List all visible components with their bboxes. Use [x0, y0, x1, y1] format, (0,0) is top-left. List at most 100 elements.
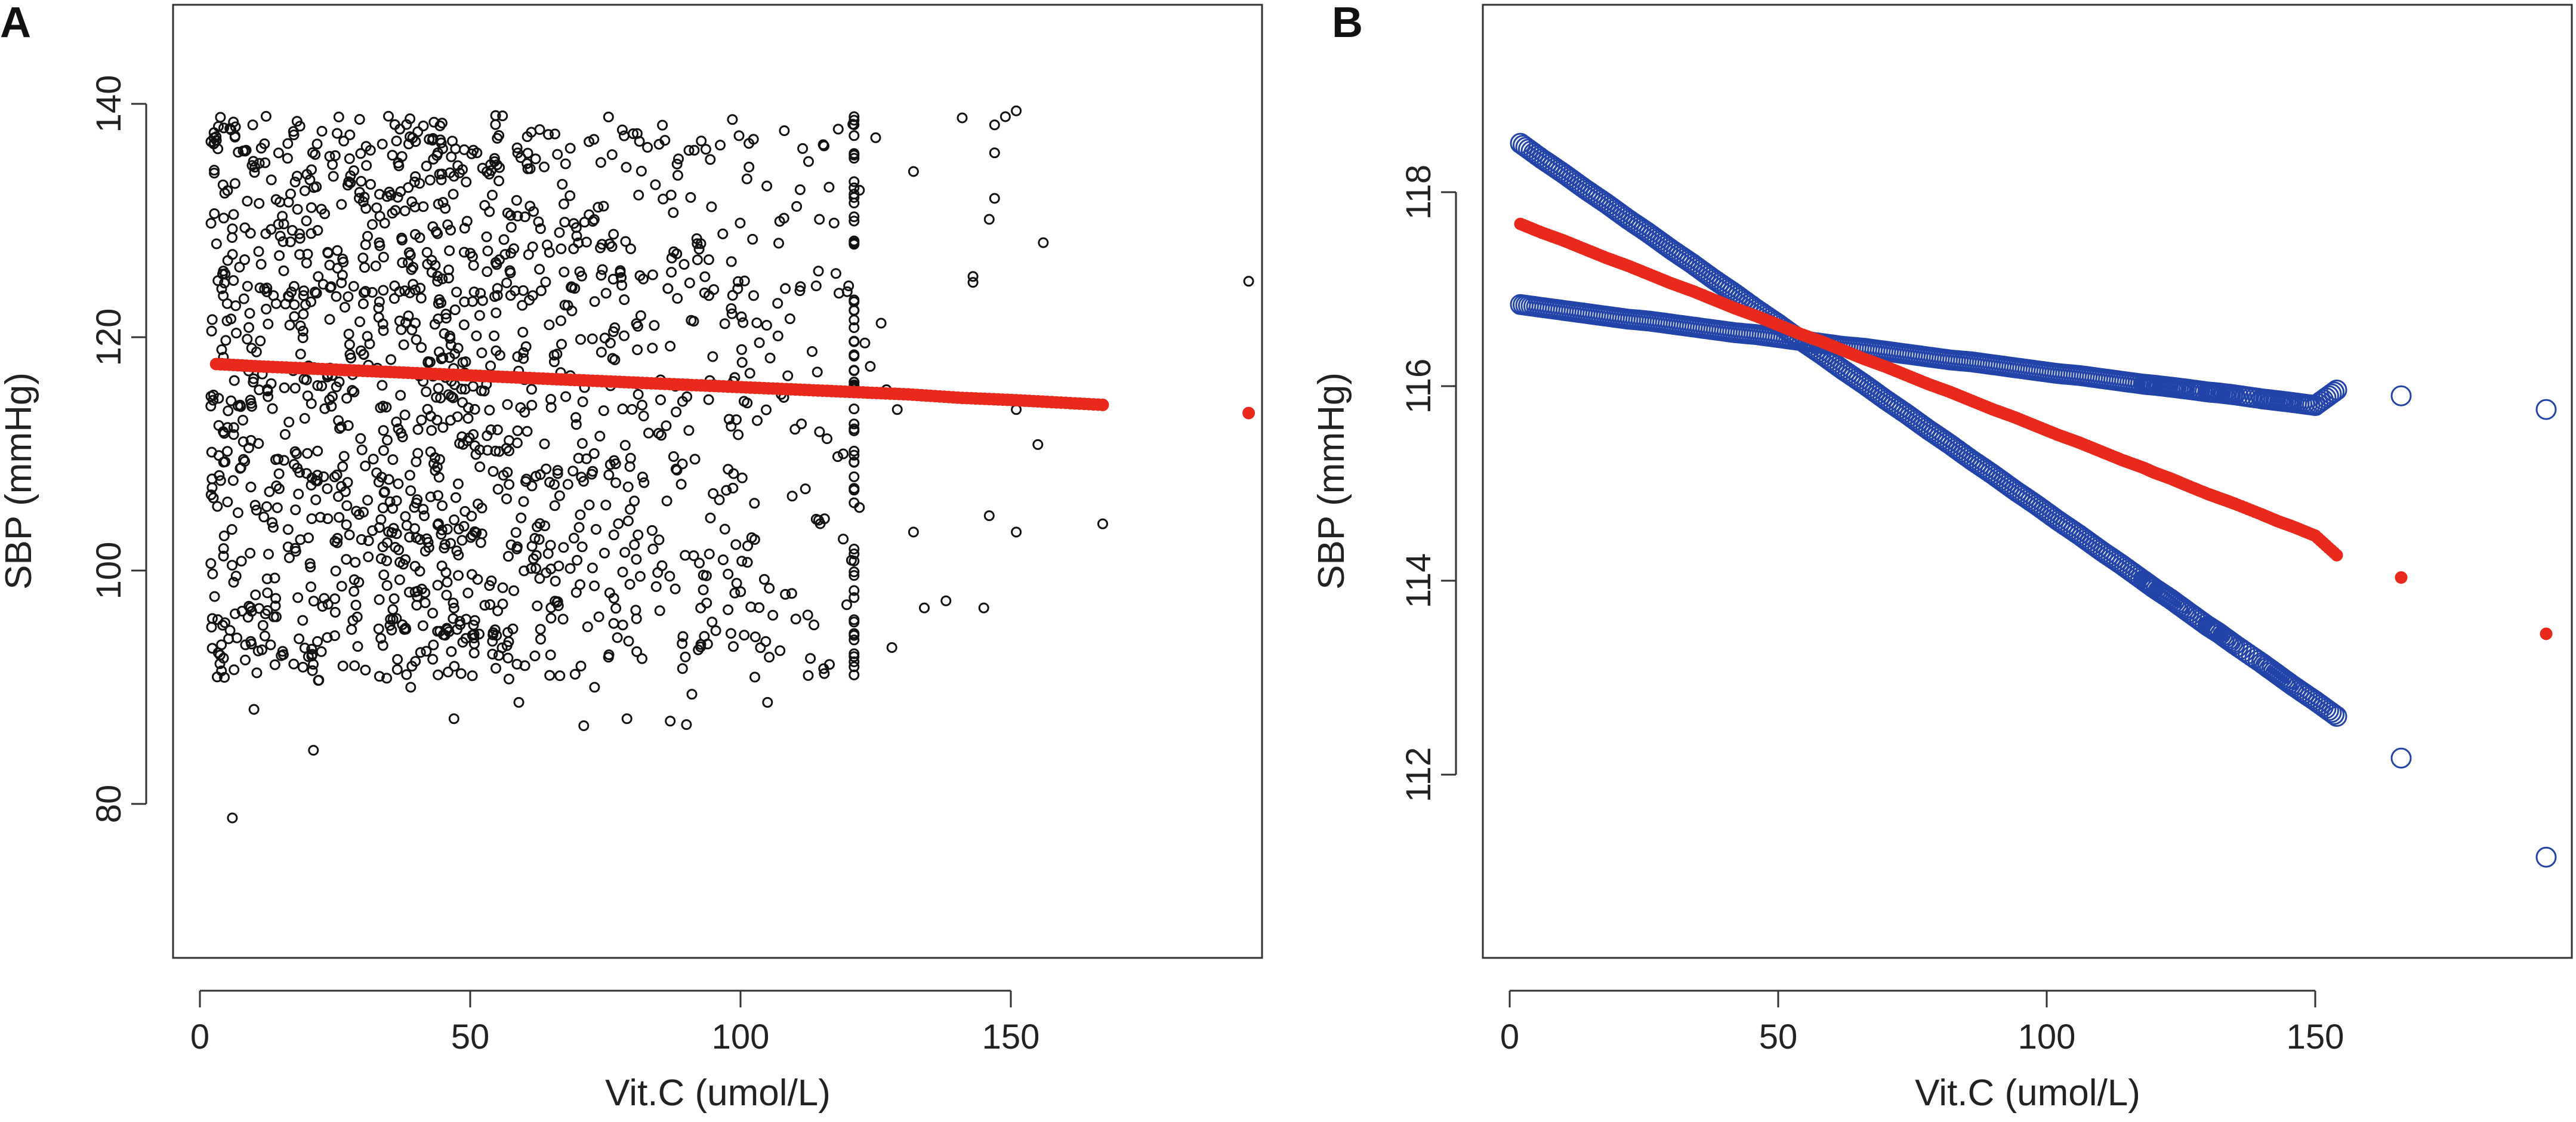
observation-point: [619, 547, 631, 558]
observation-point: [425, 491, 436, 503]
observation-point: [553, 560, 564, 572]
observation-point: [1243, 276, 1254, 287]
observation-point: [761, 180, 773, 192]
observation-point: [362, 230, 373, 242]
observation-point: [234, 261, 245, 273]
observation-point: [476, 347, 488, 359]
observation-point: [407, 132, 418, 143]
observation-point: [302, 390, 313, 402]
observation-point: [726, 303, 737, 314]
observation-point: [245, 227, 256, 239]
observation-point: [473, 498, 483, 510]
observation-point: [535, 469, 546, 480]
observation-point: [219, 187, 230, 199]
upper-ci-point: [2324, 381, 2344, 403]
observation-point: [429, 319, 440, 330]
observation-point: [593, 202, 604, 213]
observation-point: [854, 502, 865, 513]
x-axis-title-a: Vit.C (umol/L): [605, 1072, 831, 1114]
observation-point: [671, 158, 683, 169]
observation-point: [522, 163, 533, 174]
observation-point: [311, 288, 322, 299]
observation-point: [445, 538, 456, 549]
observation-point: [295, 320, 306, 331]
observation-point: [557, 178, 568, 190]
observation-point: [493, 650, 504, 661]
observation-point: [399, 205, 411, 217]
observation-point: [405, 249, 416, 261]
observation-point: [870, 132, 881, 143]
observation-point: [399, 285, 411, 297]
observation-point: [625, 504, 636, 515]
observation-point: [736, 311, 747, 322]
observation-point: [489, 153, 500, 164]
observation-point: [384, 496, 396, 507]
observation-point: [307, 649, 318, 660]
observation-point: [448, 392, 459, 403]
observation-point: [289, 177, 301, 187]
observation-point: [637, 471, 648, 483]
observation-point: [458, 246, 470, 258]
observation-point: [558, 542, 569, 553]
observation-point: [512, 351, 523, 362]
observation-point: [405, 485, 417, 497]
observation-point: [373, 623, 384, 634]
observation-point: [508, 585, 520, 596]
observation-point: [462, 587, 474, 599]
observation-point: [356, 444, 368, 455]
observation-point: [434, 168, 445, 180]
observation-point: [238, 454, 249, 465]
observation-point: [619, 440, 631, 451]
observation-point: [497, 110, 508, 122]
observation-point: [526, 399, 538, 411]
observation-point: [503, 673, 514, 685]
observation-point: [445, 415, 456, 426]
x-tick-label-b: 150: [2287, 1018, 2344, 1056]
observation-point: [357, 252, 369, 264]
observation-point: [849, 322, 860, 333]
observation-point: [849, 403, 860, 415]
observation-point: [218, 122, 229, 134]
observation-point: [222, 446, 233, 457]
observation-point: [552, 149, 563, 160]
observation-point: [440, 309, 452, 320]
observation-point: [517, 326, 529, 338]
observation-point: [677, 663, 688, 674]
observation-point: [258, 511, 270, 523]
observation-point: [518, 496, 529, 507]
observation-point: [983, 510, 995, 522]
observation-point: [374, 237, 385, 248]
observation-point: [482, 445, 493, 456]
observation-point: [849, 192, 860, 203]
observation-point: [344, 339, 355, 350]
observation-point: [374, 296, 385, 307]
observation-point: [849, 198, 860, 209]
observation-point: [219, 672, 230, 683]
observation-point: [331, 291, 342, 302]
observation-point: [733, 130, 745, 141]
observation-point: [262, 384, 273, 395]
observation-point: [391, 528, 402, 540]
observation-point: [228, 422, 239, 433]
observation-point: [228, 577, 239, 588]
observation-point: [698, 569, 709, 581]
observation-point: [205, 558, 217, 569]
observation-point: [253, 246, 264, 257]
observation-point: [865, 360, 876, 372]
plot-area-a: [205, 105, 1255, 824]
observation-point: [446, 646, 457, 657]
observation-point: [332, 245, 343, 256]
observation-point: [680, 550, 691, 561]
observation-point: [356, 534, 367, 545]
observation-point: [474, 310, 485, 321]
observation-point: [361, 160, 372, 171]
observation-point: [482, 245, 493, 257]
observation-point: [619, 130, 630, 141]
observation-point: [619, 294, 630, 306]
observation-point: [807, 346, 817, 357]
observation-point: [325, 281, 337, 292]
observation-point: [277, 236, 289, 247]
observation-point: [206, 325, 217, 337]
observation-point: [796, 418, 807, 430]
observation-point: [526, 541, 538, 552]
